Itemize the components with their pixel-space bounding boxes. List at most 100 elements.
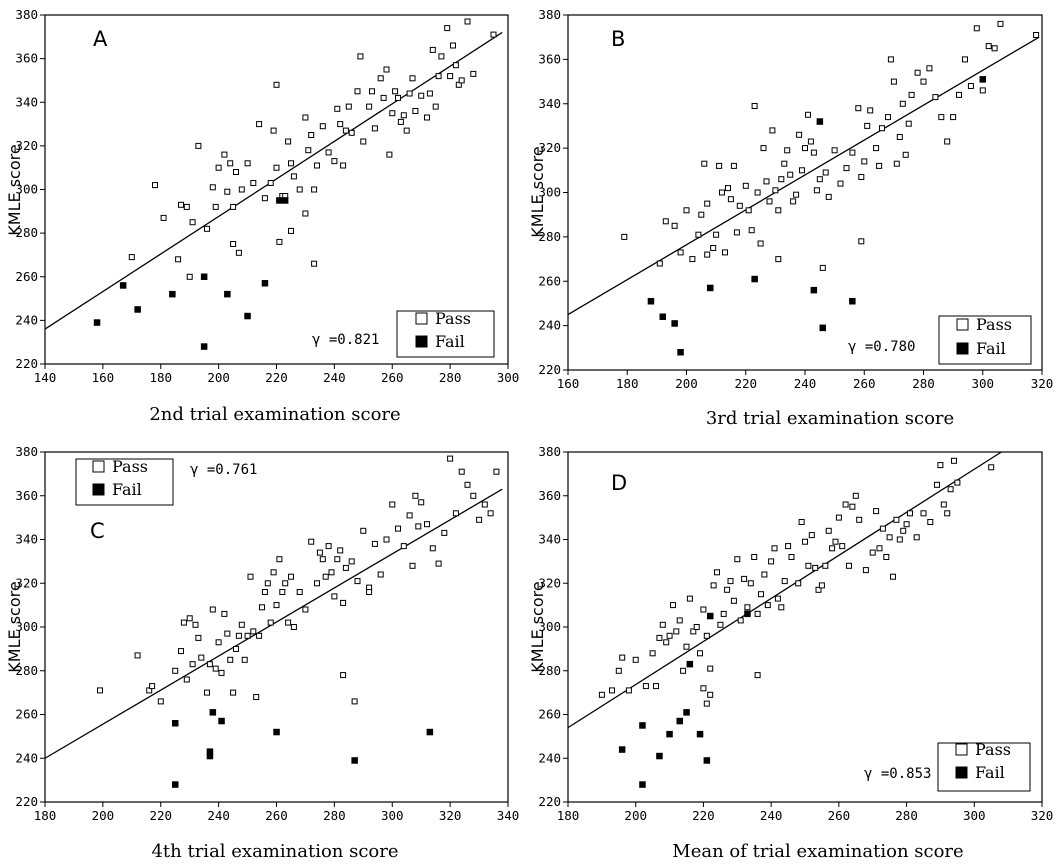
x-tick-label: 300 [497,370,520,385]
pass-point [879,125,885,132]
fail-point [119,282,127,289]
pass-point [235,632,242,639]
legend-fail-marker [956,342,969,355]
pass-point [805,562,812,569]
pass-point [189,219,196,226]
legend-pass-label: Pass [435,309,471,328]
x-tick-label: 280 [895,808,918,823]
pass-point [270,127,277,134]
pass-point [690,628,697,635]
pass-point [157,698,164,705]
pass-point [704,251,711,258]
pass-point [400,112,407,119]
pass-point [864,122,871,129]
pass-point [189,661,196,668]
pass-point [979,87,986,94]
pass-point [296,589,303,595]
x-tick-label: 180 [557,808,580,823]
pass-point [256,121,263,128]
pass-point [250,628,257,635]
legend-pass-marker [956,318,969,331]
pass-point [175,256,182,263]
pass-point [149,683,156,690]
pass-point [337,121,344,128]
pass-point [781,160,788,167]
legend-fail-marker [955,766,968,779]
pass-point [328,569,335,576]
legend-fail-marker [92,483,105,496]
pass-point [885,114,891,121]
pass-point [676,617,683,624]
pass-point [354,578,361,585]
pass-point [273,164,280,171]
pass-point [659,621,666,628]
y-tick-label: 260 [538,273,561,288]
fail-point [810,286,818,294]
pass-point [235,249,242,256]
pass-point [742,182,749,189]
pass-point [351,698,358,705]
pass-point [178,648,184,655]
pass-point [913,534,920,541]
pass-point [900,527,907,534]
pass-point [893,516,900,523]
pass-point [837,180,844,187]
correlation-annotation: γ =0.780 [848,339,915,355]
fail-point [696,730,704,738]
pass-point [322,573,329,580]
y-tick-label: 360 [538,488,561,503]
y-axis-label: KMLE score [528,146,547,237]
fail-point [707,284,714,292]
y-tick-label: 280 [538,229,561,244]
pass-point [649,650,656,657]
pass-point [316,549,323,556]
legend-fail-label: Fail [976,339,1006,358]
legend-pass-marker [92,460,105,473]
pass-point [747,580,754,587]
pass-point [754,610,761,617]
pass-point [700,685,707,692]
pass-point [934,481,940,488]
pass-point [730,162,737,169]
pass-point [238,186,245,193]
fail-point [200,343,208,350]
panel-b: 160 180 200 220 240 260 280 300 320 220 240 260 280 3… [528,7,1053,429]
pass-point [172,667,179,674]
pass-point [186,615,193,622]
pass-point [695,231,702,238]
pass-point [619,654,626,661]
pass-point [886,534,893,541]
x-tick-label: 280 [912,376,935,391]
pass-point [264,580,271,587]
pass-point [598,691,605,698]
pass-point [212,665,219,672]
pass-point [734,556,741,563]
pass-point [481,501,488,508]
y-tick-label: 220 [15,356,38,371]
pass-point [938,114,945,121]
y-tick-label: 320 [538,140,561,155]
x-tick-label: 260 [265,808,288,823]
pass-point [389,110,396,117]
pass-point [302,210,309,217]
y-tick-label: 260 [15,269,38,284]
pass-point [822,562,829,569]
pass-point [261,589,268,595]
x-tick-label: 340 [497,808,520,823]
pass-point [839,543,846,550]
pass-point [788,554,795,560]
x-tick-label: 180 [34,808,57,823]
fail-point [744,610,751,618]
fail-point [676,717,683,725]
pass-point [438,53,445,60]
pass-point [846,562,852,569]
pass-point [160,214,167,221]
pass-point [725,185,731,192]
pass-point [395,525,401,532]
y-tick-label: 360 [15,51,38,66]
fail-point [677,349,684,356]
pass-point [397,118,404,125]
pass-point [227,160,234,167]
pass-point [956,91,962,98]
pass-point [790,198,797,205]
